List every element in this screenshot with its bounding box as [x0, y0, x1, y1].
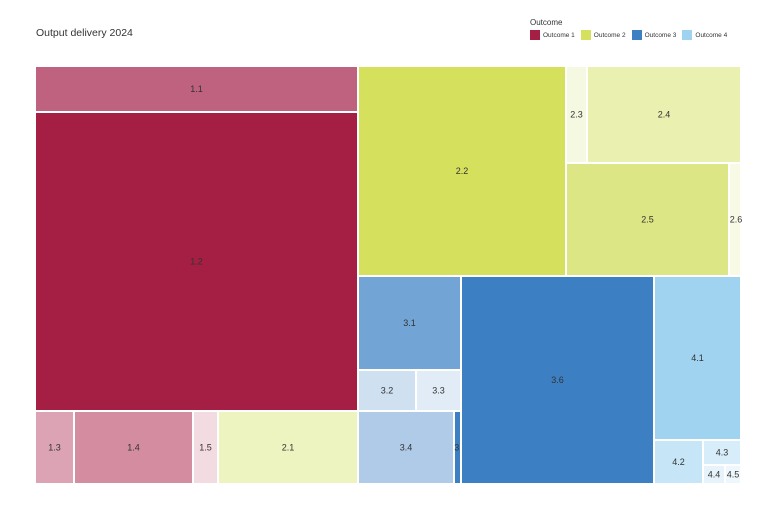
- legend-item-outcome-2: Outcome 2: [580, 30, 626, 40]
- treemap-label-4-2: 4.2: [672, 457, 685, 467]
- treemap-cell-3-6: [460, 275, 655, 485]
- treemap-cell-1-5: [192, 410, 219, 485]
- treemap-cell-1-1: [34, 65, 359, 113]
- legend-swatch: [682, 30, 693, 40]
- treemap-cell-2-2: [357, 65, 567, 277]
- treemap-label-4-5: 4.5: [727, 470, 740, 480]
- legend-swatch: [580, 30, 591, 40]
- legend-items: Outcome 1 Outcome 2 Outcome 3 Outcome 4: [530, 30, 727, 40]
- treemap-label-1-1: 1.1: [190, 84, 203, 94]
- treemap-cell-2-1: [217, 410, 359, 485]
- treemap-label-2-5: 2.5: [641, 215, 654, 225]
- treemap-cell-2-4: [586, 65, 742, 164]
- legend-label: Outcome 2: [593, 31, 626, 39]
- treemap-label-2-1: 2.1: [282, 443, 295, 453]
- treemap-cell-3-3: [415, 369, 462, 412]
- treemap-cell-4-3: [702, 439, 742, 466]
- legend: Outcome Outcome 1 Outcome 2 Outcome 3 Ou…: [530, 18, 727, 40]
- treemap-cell-3-1: [357, 275, 462, 371]
- treemap-label-1-2: 1.2: [190, 257, 203, 267]
- legend-item-outcome-4: Outcome 4: [682, 30, 727, 40]
- treemap-label-2-3: 2.3: [570, 110, 583, 120]
- treemap-cell-1-3: [34, 410, 75, 485]
- treemap-label-2-6: 2.6: [730, 215, 743, 225]
- treemap-label-2-2: 2.2: [456, 166, 469, 176]
- legend-item-outcome-1: Outcome 1: [530, 30, 575, 40]
- treemap-label-3-6: 3.6: [551, 375, 564, 385]
- treemap-label-3-1: 3.1: [403, 318, 416, 328]
- treemap-label-1-3: 1.3: [48, 443, 61, 453]
- legend-swatch: [530, 30, 540, 40]
- treemap-label-4-3: 4.3: [716, 448, 729, 458]
- treemap-cell-3-4: [357, 410, 455, 485]
- treemap-cell-1-4: [73, 410, 194, 485]
- legend-label: Outcome 3: [644, 31, 677, 39]
- treemap-label-3-2: 3.2: [381, 386, 394, 396]
- chart-title: Output delivery 2024: [36, 27, 133, 39]
- treemap-cell-4-2: [653, 439, 704, 485]
- legend-label: Outcome 4: [695, 31, 728, 39]
- treemap-cell-4-1: [653, 275, 742, 441]
- treemap-cell-4-5: [724, 464, 742, 485]
- treemap-label-1-4: 1.4: [127, 443, 140, 453]
- legend-item-outcome-3: Outcome 3: [631, 30, 677, 40]
- treemap-label-3-3: 3.3: [432, 386, 445, 396]
- treemap-label-4-4: 4.4: [708, 470, 721, 480]
- legend-title: Outcome: [530, 18, 563, 27]
- treemap-label-3-4: 3.4: [400, 443, 413, 453]
- legend-label: Outcome 1: [543, 31, 575, 39]
- treemap-label-4-1: 4.1: [691, 353, 704, 363]
- legend-swatch: [631, 30, 642, 40]
- treemap-label-2-4: 2.4: [658, 110, 671, 120]
- treemap-label-1-5: 1.5: [199, 443, 212, 453]
